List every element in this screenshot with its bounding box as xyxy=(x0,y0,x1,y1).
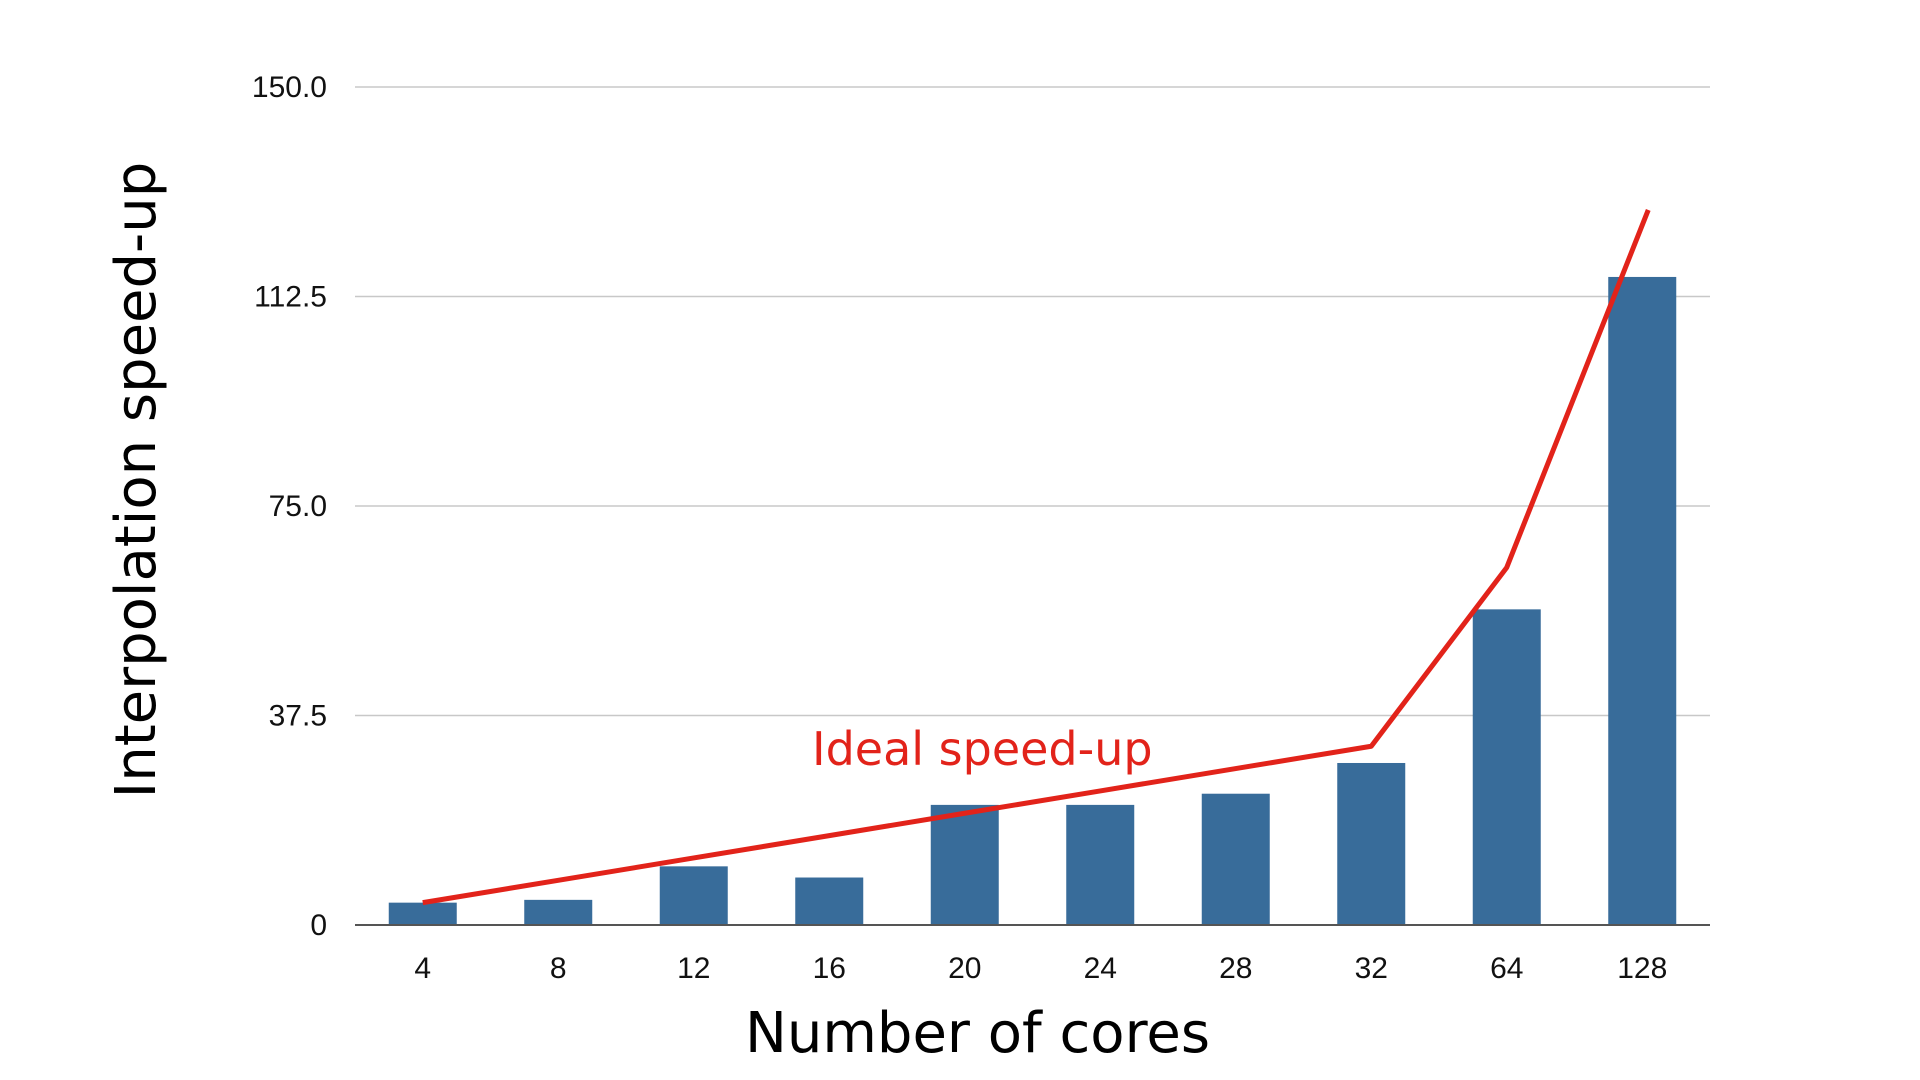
bar-28-cores xyxy=(1201,793,1270,925)
x-tick-label: 64 xyxy=(1490,952,1523,985)
bar-8-cores xyxy=(524,899,593,925)
x-tick-label: 24 xyxy=(1084,952,1117,985)
y-tick-label: 75.0 xyxy=(269,490,327,523)
y-tick-label: 112.5 xyxy=(254,281,327,314)
x-tick-label: 20 xyxy=(948,952,981,985)
bar-128-cores xyxy=(1608,276,1677,925)
y-tick-label: 0 xyxy=(310,909,327,942)
bar-12-cores xyxy=(659,866,728,925)
x-tick-label: 28 xyxy=(1219,952,1252,985)
y-axis-ticks: 0 37.5 75.0 112.5 150.0 xyxy=(252,71,327,942)
x-tick-label: 32 xyxy=(1355,952,1388,985)
bar-20-cores xyxy=(930,804,999,925)
x-tick-label: 4 xyxy=(414,952,431,985)
y-tick-label: 37.5 xyxy=(269,700,327,733)
bar-series xyxy=(388,276,1677,925)
x-tick-label: 16 xyxy=(813,952,846,985)
x-tick-label: 128 xyxy=(1617,952,1667,985)
x-tick-label: 12 xyxy=(677,952,710,985)
x-axis-title: Number of cores xyxy=(745,1001,1210,1066)
ideal-speedup-annotation: Ideal speed-up xyxy=(812,722,1153,776)
x-axis-ticks: 4 8 12 16 20 24 28 32 64 128 xyxy=(414,952,1667,985)
bar-32-cores xyxy=(1337,762,1406,925)
bar-16-cores xyxy=(795,877,864,925)
y-axis-title: Interpolation speed-up xyxy=(104,162,169,799)
ideal-speedup-line xyxy=(422,208,1651,906)
bar-64-cores xyxy=(1472,609,1541,925)
x-tick-label: 8 xyxy=(550,952,567,985)
bar-24-cores xyxy=(1066,804,1135,925)
y-tick-label: 150.0 xyxy=(252,71,327,104)
bar-4-cores xyxy=(388,902,457,925)
